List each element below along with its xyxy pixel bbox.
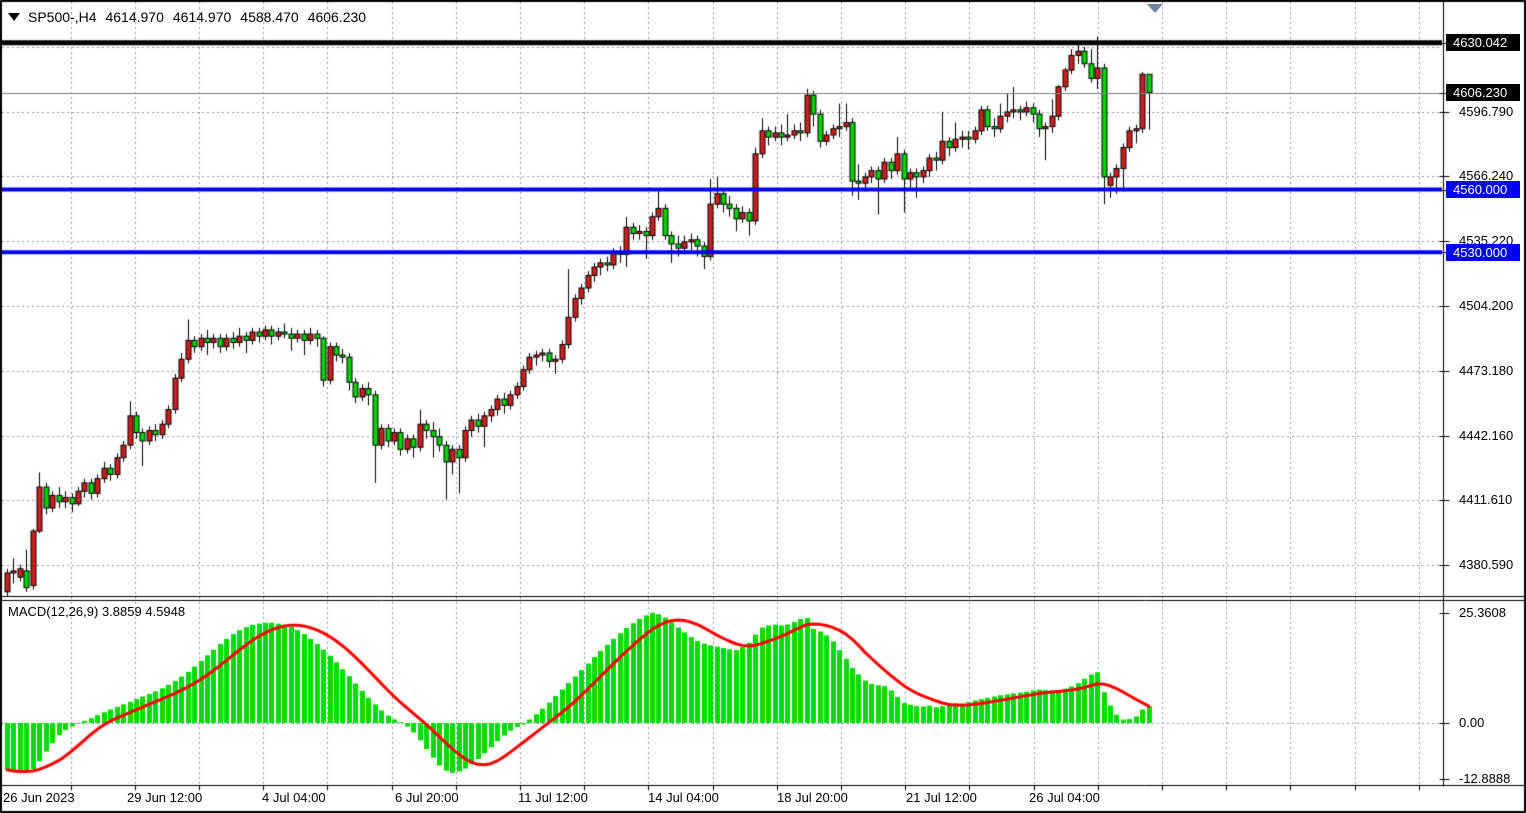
time-axis-label: 26 Jul 04:00 xyxy=(1029,790,1100,805)
indicator-label: MACD(12,26,9) 3.8859 4.5948 xyxy=(8,604,186,619)
time-axis-label: 6 Jul 20:00 xyxy=(395,790,459,805)
chart-shift-marker[interactable] xyxy=(1147,4,1163,13)
price-marker-label: 4630.042 xyxy=(1446,34,1520,52)
symbol-dropdown-icon[interactable] xyxy=(8,13,20,21)
time-axis-label: 21 Jul 12:00 xyxy=(906,790,977,805)
price-marker-label: 4606.230 xyxy=(1446,84,1520,102)
time-axis-label: 4 Jul 04:00 xyxy=(262,790,326,805)
price-axis-label: 4380.590 xyxy=(1459,557,1514,573)
horizontal-line-price-label: 4560.000 xyxy=(1446,181,1520,198)
chart-header: SP500-,H4 4614.970 4614.970 4588.470 460… xyxy=(8,7,366,27)
ohlc-open: 4614.970 xyxy=(105,9,164,25)
price-axis-label: 4411.610 xyxy=(1459,492,1513,508)
horizontal-line-price-label: 4530.000 xyxy=(1446,243,1520,261)
price-axis-label: 4473.180 xyxy=(1459,363,1514,379)
macd-main-value: 3.8859 xyxy=(101,604,142,619)
time-axis-label: 14 Jul 04:00 xyxy=(648,790,719,805)
macd-axis-label: 25.3608 xyxy=(1459,605,1506,621)
macd-axis-label: -12.8888 xyxy=(1459,770,1511,786)
price-axis-label: 4442.160 xyxy=(1459,428,1514,444)
price-axis-label: 4596.790 xyxy=(1459,104,1514,120)
symbol-period-label: SP500-,H4 xyxy=(28,9,97,25)
time-axis-label: 26 Jun 2023 xyxy=(3,790,75,805)
macd-signal-value: 4.5948 xyxy=(145,604,186,619)
time-axis-label: 29 Jun 12:00 xyxy=(127,790,203,805)
ohlc-low: 4588.470 xyxy=(240,9,299,25)
time-axis-label: 11 Jul 12:00 xyxy=(518,790,588,805)
price-axis-label: 4504.200 xyxy=(1459,298,1514,314)
time-axis-label: 18 Jul 20:00 xyxy=(777,790,848,805)
ohlc-high: 4614.970 xyxy=(172,9,232,25)
price-axis-label: 4566.240 xyxy=(1459,168,1514,184)
ohlc-close: 4606.230 xyxy=(307,9,367,25)
macd-axis-label: 0.00 xyxy=(1459,715,1485,730)
